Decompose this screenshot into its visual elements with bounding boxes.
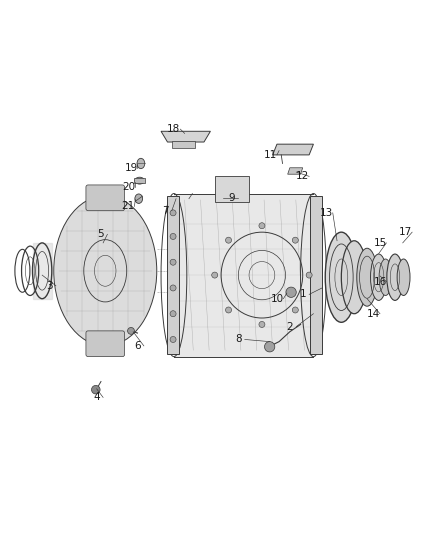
FancyBboxPatch shape bbox=[172, 141, 195, 149]
FancyBboxPatch shape bbox=[215, 176, 249, 202]
FancyBboxPatch shape bbox=[166, 196, 179, 354]
Text: 16: 16 bbox=[373, 277, 387, 287]
Text: 19: 19 bbox=[124, 163, 138, 173]
Text: 6: 6 bbox=[134, 341, 141, 351]
FancyBboxPatch shape bbox=[134, 177, 145, 183]
Text: 5: 5 bbox=[98, 229, 104, 239]
Circle shape bbox=[127, 327, 134, 334]
Ellipse shape bbox=[371, 254, 387, 301]
Ellipse shape bbox=[387, 254, 403, 301]
Polygon shape bbox=[288, 168, 303, 174]
Polygon shape bbox=[33, 243, 52, 298]
Text: 10: 10 bbox=[270, 294, 283, 304]
Text: 1: 1 bbox=[300, 289, 306, 300]
Text: 20: 20 bbox=[122, 182, 135, 192]
Text: 13: 13 bbox=[320, 208, 333, 218]
Circle shape bbox=[170, 210, 176, 216]
FancyBboxPatch shape bbox=[174, 193, 314, 357]
Text: 7: 7 bbox=[162, 206, 169, 216]
Circle shape bbox=[170, 259, 176, 265]
Text: 12: 12 bbox=[296, 172, 309, 181]
Circle shape bbox=[306, 272, 312, 278]
Circle shape bbox=[170, 285, 176, 291]
Ellipse shape bbox=[379, 259, 392, 295]
Text: 8: 8 bbox=[235, 335, 242, 344]
Circle shape bbox=[170, 311, 176, 317]
Ellipse shape bbox=[341, 241, 367, 314]
FancyBboxPatch shape bbox=[86, 331, 124, 357]
Circle shape bbox=[292, 237, 298, 243]
Text: 11: 11 bbox=[264, 150, 277, 160]
Text: 2: 2 bbox=[286, 321, 293, 332]
Text: 15: 15 bbox=[373, 238, 387, 248]
Text: 4: 4 bbox=[93, 392, 100, 402]
Circle shape bbox=[292, 307, 298, 313]
Circle shape bbox=[212, 272, 218, 278]
Ellipse shape bbox=[397, 259, 410, 295]
Circle shape bbox=[170, 336, 176, 343]
Circle shape bbox=[170, 233, 176, 239]
Text: 14: 14 bbox=[367, 309, 380, 319]
Text: 18: 18 bbox=[167, 124, 180, 134]
Circle shape bbox=[226, 237, 232, 243]
Ellipse shape bbox=[357, 248, 378, 306]
FancyBboxPatch shape bbox=[86, 185, 124, 211]
Polygon shape bbox=[272, 144, 314, 155]
Text: 9: 9 bbox=[229, 193, 235, 203]
Text: 21: 21 bbox=[121, 201, 134, 212]
Circle shape bbox=[259, 321, 265, 327]
Circle shape bbox=[226, 307, 232, 313]
Ellipse shape bbox=[325, 232, 357, 322]
Ellipse shape bbox=[137, 158, 145, 168]
Ellipse shape bbox=[135, 177, 144, 184]
Polygon shape bbox=[161, 131, 210, 142]
Ellipse shape bbox=[135, 194, 143, 204]
Circle shape bbox=[259, 223, 265, 229]
Circle shape bbox=[265, 342, 275, 352]
Circle shape bbox=[92, 385, 100, 394]
Text: 17: 17 bbox=[399, 227, 412, 237]
Ellipse shape bbox=[54, 196, 157, 346]
Circle shape bbox=[286, 287, 296, 297]
Text: 3: 3 bbox=[46, 281, 53, 291]
FancyBboxPatch shape bbox=[310, 196, 322, 354]
